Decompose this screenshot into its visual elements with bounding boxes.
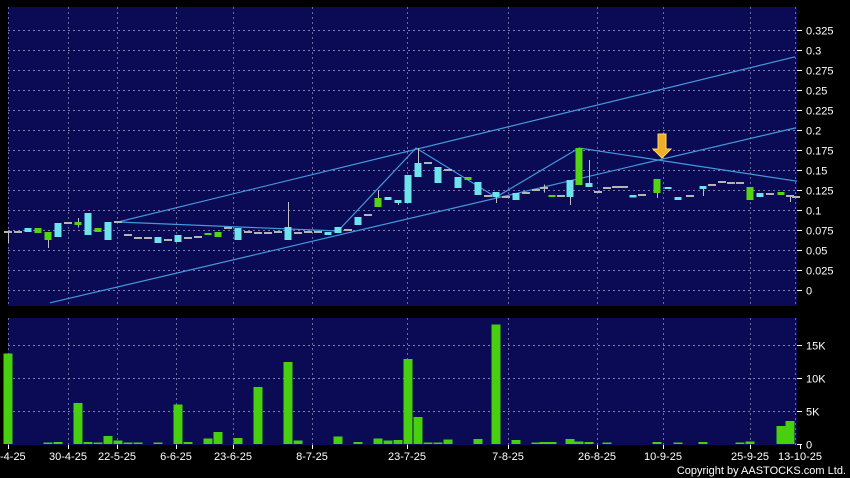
svg-text:10K: 10K (806, 374, 826, 386)
date-labels: -4-25 30-4-25 22-5-25 6-6-25 23-6-25 8-7-25 23… (0, 445, 822, 463)
svg-text:0.025: 0.025 (806, 266, 834, 278)
volume-grid (8, 345, 797, 412)
svg-text:22-5-25: 22-5-25 (98, 451, 136, 463)
panels (8, 7, 797, 445)
volume-axis-labels: 15K 10K 5K 0 (797, 341, 826, 452)
svg-text:0.075: 0.075 (806, 226, 834, 238)
svg-text:0.25: 0.25 (806, 86, 827, 98)
svg-text:0: 0 (806, 286, 812, 298)
volume-panel (8, 318, 797, 445)
svg-text:13-10-25: 13-10-25 (778, 451, 822, 463)
svg-text:25-9-25: 25-9-25 (731, 451, 769, 463)
svg-text:0: 0 (806, 440, 812, 452)
svg-text:0.175: 0.175 (806, 146, 834, 158)
svg-text:0.05: 0.05 (806, 246, 827, 258)
trendlines (49, 56, 796, 304)
svg-text:23-7-25: 23-7-25 (388, 451, 426, 463)
candles-layer (4, 148, 800, 248)
svg-text:23-6-25: 23-6-25 (214, 451, 252, 463)
svg-text:7-8-25: 7-8-25 (492, 451, 524, 463)
volume-bars (3, 324, 795, 444)
svg-text:0.2: 0.2 (806, 126, 821, 138)
svg-text:6-6-25: 6-6-25 (160, 451, 192, 463)
svg-text:30-4-25: 30-4-25 (49, 451, 87, 463)
trendline-upper-channel (117, 56, 796, 223)
price-axis-labels: 0.325 0.3 0.275 0.25 0.225 0.2 0.175 0.15 0.125 0… (797, 26, 834, 298)
price-grid (8, 30, 797, 291)
svg-text:0.275: 0.275 (806, 66, 834, 78)
svg-text:26-8-25: 26-8-25 (578, 451, 616, 463)
svg-text:0.325: 0.325 (806, 26, 834, 38)
trendline-lower-channel (49, 127, 796, 304)
svg-text:8-7-25: 8-7-25 (296, 451, 328, 463)
svg-text:10-9-25: 10-9-25 (644, 451, 682, 463)
price-panel (8, 7, 797, 306)
svg-text:0.125: 0.125 (806, 186, 834, 198)
svg-text:15K: 15K (806, 341, 826, 353)
down-arrow-icon (651, 133, 673, 159)
svg-text:-4-25: -4-25 (0, 451, 26, 463)
zigzag-line (117, 147, 798, 232)
svg-text:0.15: 0.15 (806, 166, 827, 178)
svg-text:0.225: 0.225 (806, 106, 834, 118)
svg-text:0.3: 0.3 (806, 46, 821, 58)
svg-text:0.1: 0.1 (806, 206, 821, 218)
svg-text:5K: 5K (806, 407, 820, 419)
copyright-text: Copyright by AASTOCKS.com Ltd. (676, 465, 846, 477)
